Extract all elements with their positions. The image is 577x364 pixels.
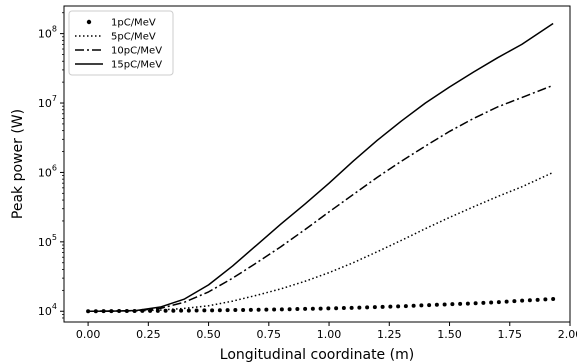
legend-label: 10pC/MeV: [111, 46, 162, 57]
series-1pc-point: [442, 302, 447, 307]
series-1pc-point: [535, 297, 540, 302]
plot-frame: [63, 5, 571, 323]
series-line-2: [88, 84, 554, 312]
series-1pc-point: [473, 301, 478, 306]
series-1pc-point: [419, 303, 424, 308]
series-1pc-point: [380, 304, 385, 309]
series-1pc-point: [86, 309, 91, 314]
x-axis: 0.00 0.25 0.50 0.75 1.00 1.25 1.50 1.75 2.00: [76, 322, 577, 341]
series-1pc-point: [458, 301, 463, 306]
series-1pc-point: [465, 301, 470, 306]
series-1pc-point: [241, 307, 246, 312]
x-tick-label: 0.75: [257, 328, 282, 341]
series-1pc-point: [217, 308, 222, 313]
y-axis: 104 105 106 107 108: [38, 12, 64, 319]
series-1pc-point: [186, 308, 191, 313]
series-1pc-point: [334, 306, 339, 311]
y-tick-label: 107: [38, 94, 57, 110]
series-1pc-point: [512, 299, 517, 304]
series-1pc-point: [403, 304, 408, 309]
legend: 1pC/MeV 5pC/MeV 10pC/MeV 15pC/MeV: [68, 10, 174, 76]
series-1pc-point: [256, 307, 261, 312]
x-tick-label: 1.00: [317, 328, 342, 341]
x-tick-label: 1.25: [377, 328, 402, 341]
y-tick-label: 106: [38, 163, 57, 179]
series-1pc-point: [318, 306, 323, 311]
y-axis-label: Peak power (W): [10, 109, 26, 219]
series-1pc-point: [341, 306, 346, 311]
x-tick-label: 1.75: [498, 328, 523, 341]
legend-label: 15pC/MeV: [111, 60, 162, 71]
legend-box: [68, 10, 174, 76]
series-line-1: [88, 171, 554, 312]
series-1pc-point: [303, 306, 308, 311]
series-1pc-point: [504, 299, 509, 304]
series-1pc-point: [450, 302, 455, 307]
y-tick-label: 104: [38, 302, 57, 318]
x-tick-label: 2.00: [558, 328, 577, 341]
x-tick-label: 0.50: [196, 328, 221, 341]
series-1pc-point: [194, 308, 199, 313]
series-1pc-point: [179, 308, 184, 313]
series-1pc-point: [551, 297, 556, 302]
y-tick-label: 108: [38, 25, 57, 41]
series-layer: [86, 22, 556, 314]
series-1pc-point: [527, 298, 532, 303]
series-1pc-point: [264, 307, 269, 312]
x-axis-label: Longitudinal coordinate (m): [220, 347, 414, 363]
series-1pc-point: [489, 300, 494, 305]
legend-label: 5pC/MeV: [111, 32, 156, 43]
series-1pc-point: [372, 305, 377, 310]
series-1pc-point: [202, 308, 207, 313]
x-tick-label: 0.25: [136, 328, 161, 341]
x-tick-label: 1.50: [437, 328, 462, 341]
x-tick-label: 0.00: [76, 328, 101, 341]
series-1pc-point: [434, 302, 439, 307]
series-1pc-point: [396, 304, 401, 309]
series-1pc-point: [496, 300, 501, 305]
series-1pc-point: [543, 297, 548, 302]
series-1pc-point: [272, 307, 277, 312]
series-1pc-point: [411, 303, 416, 308]
series-1pc-point: [357, 305, 362, 310]
series-1pc-point: [279, 307, 284, 312]
series-1pc-point: [295, 307, 300, 312]
series-line-3: [88, 22, 554, 312]
legend-label: 1pC/MeV: [111, 18, 156, 29]
series-1pc-point: [310, 306, 315, 311]
series-1pc-point: [349, 305, 354, 310]
y-tick-label: 105: [38, 233, 57, 249]
series-1pc-point: [481, 300, 486, 305]
series-1pc-point: [210, 308, 215, 313]
series-1pc-point: [233, 308, 238, 313]
series-1pc-point: [388, 304, 393, 309]
series-1pc-point: [225, 308, 230, 313]
series-1pc-point: [287, 307, 292, 312]
series-1pc-point: [248, 307, 253, 312]
series-1pc-point: [365, 305, 370, 310]
series-1pc-point: [520, 298, 525, 303]
legend-marker: [86, 19, 92, 25]
series-1pc-point: [326, 306, 331, 311]
series-1pc-point: [427, 303, 432, 308]
